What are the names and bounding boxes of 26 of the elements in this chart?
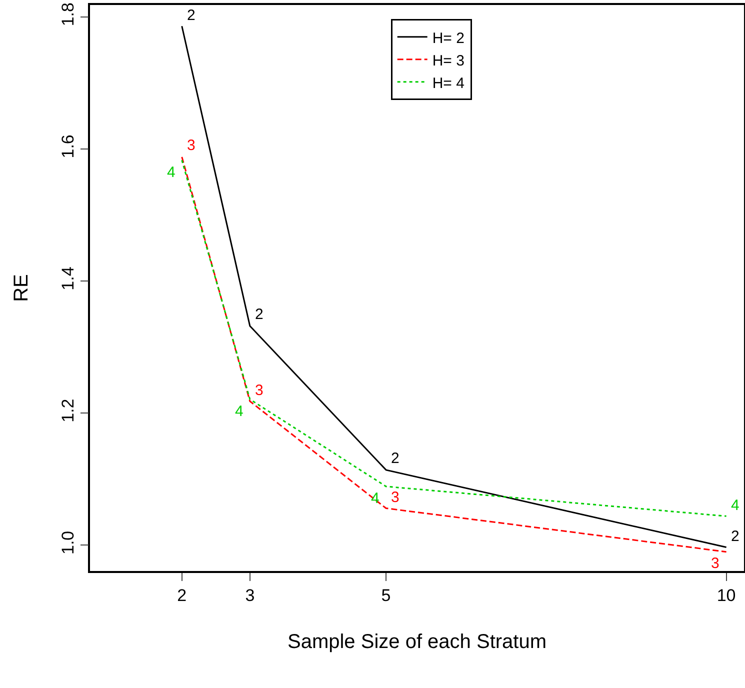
x-tick-label: 5 — [381, 586, 391, 606]
legend-label: H= 3 — [432, 52, 464, 70]
annotation: 4 — [167, 164, 176, 181]
annotation: 3 — [711, 555, 720, 572]
legend-label: H= 4 — [432, 74, 464, 92]
y-tick-label: 1.4 — [58, 266, 78, 290]
annotation: 2 — [187, 7, 196, 24]
x-tick-label: 3 — [245, 586, 255, 606]
annotation: 4 — [731, 497, 740, 514]
legend-label: H= 2 — [432, 30, 464, 47]
y-tick-label: 1.0 — [58, 530, 78, 555]
annotation: 3 — [391, 489, 400, 506]
y-tick-label: 1.6 — [58, 134, 78, 158]
annotation: 2 — [391, 450, 400, 467]
annotation: 2 — [255, 306, 264, 323]
line-series — [181, 25, 728, 548]
x-tick-label: 2 — [177, 586, 187, 606]
y-axis-title: RE — [10, 274, 32, 302]
annotation: 4 — [235, 403, 244, 420]
x-axis-title: Sample Size of each Stratum — [287, 631, 547, 654]
annotation: 2 — [731, 528, 740, 545]
y-tick-label: 1.8 — [58, 2, 78, 26]
x-tick-label: 10 — [716, 586, 736, 606]
annotation: 3 — [255, 382, 264, 399]
annotation: 3 — [187, 137, 196, 154]
y-tick-label: 1.2 — [58, 398, 78, 422]
